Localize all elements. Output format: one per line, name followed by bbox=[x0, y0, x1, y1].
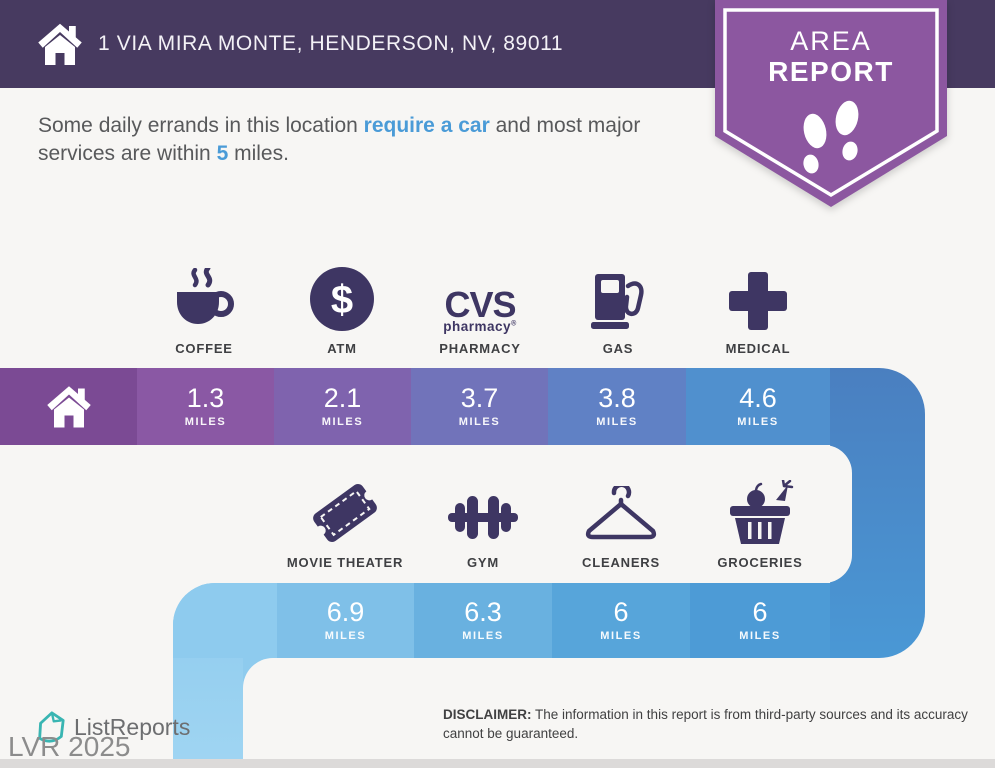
service-label: CLEANERS bbox=[582, 555, 660, 570]
intro-highlight-car: require a car bbox=[363, 114, 490, 137]
badge-title-line1: AREA bbox=[790, 26, 872, 56]
movie-ticket-icon bbox=[313, 483, 377, 543]
content-gap-panel bbox=[0, 445, 852, 583]
distance-value: 6.9 bbox=[326, 597, 365, 627]
cvs-pharmacy-icon: CVS pharmacy® bbox=[443, 283, 517, 334]
distance-unit: MILES bbox=[596, 416, 638, 428]
service-cleaners: CLEANERS bbox=[541, 476, 701, 570]
distance-unit: MILES bbox=[737, 416, 779, 428]
origin-segment bbox=[0, 368, 137, 445]
badge-ribbon-shape bbox=[715, 0, 947, 207]
cvs-wordmark: CVS bbox=[444, 283, 516, 325]
listreports-logo-icon bbox=[38, 711, 65, 743]
distance-value: 6 bbox=[752, 597, 768, 627]
distance-value: 1.3 bbox=[186, 383, 225, 413]
service-label: ATM bbox=[327, 341, 357, 356]
distance-segment-atm: 2.1 MILES bbox=[274, 368, 411, 445]
intro-part1: Some daily errands in this location bbox=[38, 114, 364, 137]
mls-watermark: LVR 2025 bbox=[8, 731, 131, 762]
distance-value: 2.1 bbox=[323, 383, 362, 413]
registered-mark: ® bbox=[511, 320, 517, 328]
home-icon bbox=[38, 23, 82, 65]
corner-segment bbox=[173, 583, 277, 658]
service-label: GYM bbox=[466, 555, 499, 570]
service-label: GAS bbox=[602, 341, 634, 356]
intro-part3: miles. bbox=[228, 141, 289, 165]
area-report-badge: AREA REPORT bbox=[715, 0, 947, 214]
distance-unit: MILES bbox=[324, 630, 367, 642]
distance-segment-gas: 3.8 MILES bbox=[548, 368, 686, 445]
dumbbell-icon bbox=[448, 496, 518, 539]
listreports-wordmark: ListReports bbox=[74, 713, 191, 740]
listreports-brand: ListReports bbox=[34, 710, 190, 744]
distance-segment-cleaners: 6 MILES bbox=[552, 583, 690, 658]
distance-segment-pharmacy: 3.7 MILES bbox=[411, 368, 548, 445]
gas-pump-icon bbox=[591, 274, 644, 329]
service-label: COFFEE bbox=[175, 341, 233, 356]
grocery-basket-icon bbox=[730, 480, 794, 544]
home-icon bbox=[46, 386, 91, 428]
coffee-icon bbox=[177, 268, 234, 324]
property-address: 1 VIA MIRA MONTE, HENDERSON, NV, 89011 bbox=[98, 32, 564, 55]
dollar-glyph: $ bbox=[331, 278, 353, 322]
disclaimer-text: DISCLAIMER: The information in this repo… bbox=[443, 706, 971, 744]
distance-unit: MILES bbox=[321, 416, 364, 428]
distance-unit: MILES bbox=[600, 630, 642, 642]
service-movie-theater: MOVIE THEATER bbox=[265, 476, 425, 570]
service-atm: $ ATM bbox=[262, 262, 422, 356]
distance-unit: MILES bbox=[739, 630, 781, 642]
footprints-icon bbox=[803, 100, 859, 174]
distance-segment-gym: 6.3 MILES bbox=[414, 583, 552, 658]
distance-unit: MILES bbox=[184, 416, 227, 428]
footer-panel bbox=[243, 658, 995, 768]
service-groceries: GROCERIES bbox=[680, 476, 840, 570]
distance-value: 3.7 bbox=[460, 383, 499, 413]
distance-bar-row2: 6.9 MILES 6.3 MILES 6 MILES 6 MILES bbox=[173, 583, 830, 658]
service-medical: MEDICAL bbox=[678, 262, 838, 356]
distance-segment-groceries: 6 MILES bbox=[690, 583, 830, 658]
distance-value: 3.8 bbox=[598, 383, 636, 413]
service-gym: GYM bbox=[403, 476, 563, 570]
photo-edge-strip bbox=[0, 759, 995, 768]
medical-cross-icon bbox=[729, 272, 787, 330]
distance-segment-medical: 4.6 MILES bbox=[686, 368, 830, 445]
disclaimer-body: The information in this report is from t… bbox=[443, 707, 968, 741]
service-coffee: COFFEE bbox=[124, 262, 284, 356]
distance-unit: MILES bbox=[458, 416, 501, 428]
service-label: GROCERIES bbox=[717, 555, 803, 570]
badge-title-line2: REPORT bbox=[768, 56, 894, 87]
distance-unit: MILES bbox=[462, 630, 504, 642]
distance-bar-row1: 1.3 MILES 2.1 MILES 3.7 MILES 3.8 MILES 4.6 MILES bbox=[0, 368, 830, 445]
distance-value: 6.3 bbox=[464, 597, 502, 627]
intro-text: Some daily errands in this location requ… bbox=[38, 112, 700, 167]
service-label: MOVIE THEATER bbox=[286, 555, 404, 570]
service-pharmacy: CVS pharmacy® PHARMACY bbox=[400, 262, 560, 356]
distance-segment-coffee: 1.3 MILES bbox=[137, 368, 274, 445]
hanger-icon bbox=[585, 486, 657, 540]
distance-segment-movie-theater: 6.9 MILES bbox=[277, 583, 414, 658]
distance-value: 4.6 bbox=[739, 383, 777, 413]
cvs-sub-wordmark: pharmacy bbox=[443, 318, 512, 334]
service-label: PHARMACY bbox=[439, 341, 521, 356]
intro-highlight-miles: 5 bbox=[216, 141, 229, 165]
intro-part2: and most major services are within bbox=[38, 114, 641, 165]
distance-value: 6 bbox=[613, 597, 629, 627]
service-gas: GAS bbox=[538, 262, 698, 356]
disclaimer-label: DISCLAIMER: bbox=[443, 707, 532, 722]
service-label: MEDICAL bbox=[725, 341, 791, 356]
atm-icon: $ bbox=[310, 267, 374, 331]
